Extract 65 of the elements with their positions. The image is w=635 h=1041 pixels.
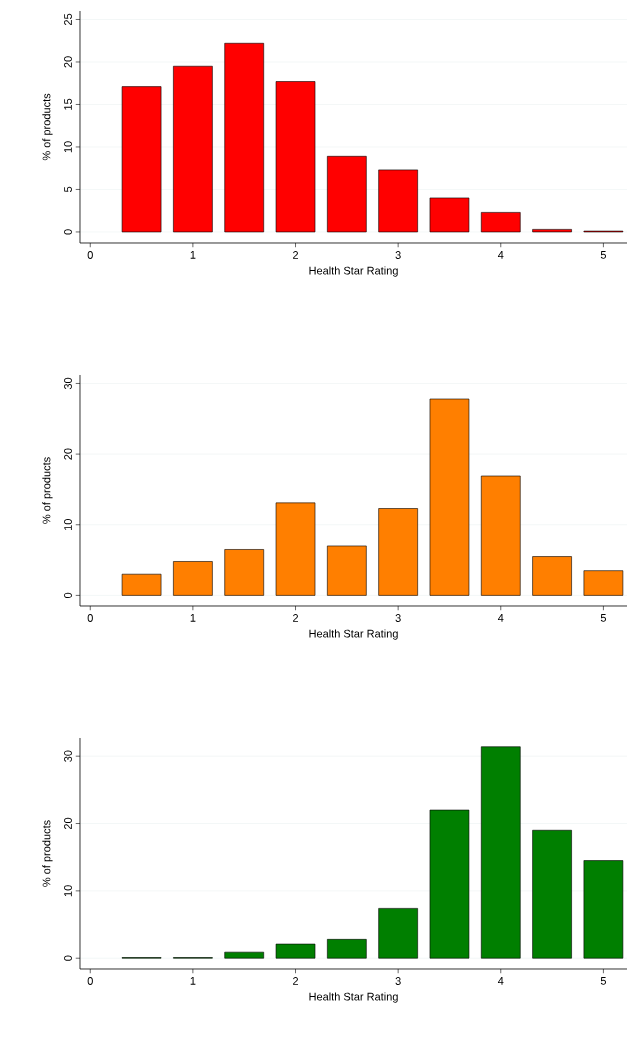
bar xyxy=(480,475,521,596)
x-tick-label: 2 xyxy=(293,614,299,622)
y-tick-label: 10 xyxy=(64,885,72,897)
bar xyxy=(378,908,418,959)
x-tick-label: 5 xyxy=(600,251,606,259)
x-tick-label: 3 xyxy=(395,614,401,622)
x-tick-label: 3 xyxy=(395,251,401,259)
x-tick-label: 1 xyxy=(190,977,196,985)
x-axis-title: Health Star Rating xyxy=(309,992,398,1003)
y-tick-label: 5 xyxy=(64,186,72,193)
bar xyxy=(173,65,213,233)
bar xyxy=(480,212,521,233)
bar xyxy=(583,860,624,959)
x-axis-title: Health Star Rating xyxy=(309,266,398,277)
y-tick-label: 30 xyxy=(64,377,72,390)
bar xyxy=(121,573,162,596)
x-tick-label: 4 xyxy=(497,977,504,985)
bar xyxy=(429,398,470,596)
bar xyxy=(224,549,264,596)
y-tick-label: 10 xyxy=(64,519,72,531)
bar xyxy=(378,169,418,233)
bar xyxy=(532,229,572,233)
x-tick-label: 3 xyxy=(395,977,401,985)
y-tick-label: 10 xyxy=(64,141,72,153)
bar xyxy=(480,746,521,959)
x-tick-label: 4 xyxy=(497,251,504,259)
bar xyxy=(429,197,470,233)
bar xyxy=(327,939,367,959)
x-tick-label: 0 xyxy=(87,614,93,622)
bar xyxy=(378,508,418,596)
bar xyxy=(429,809,470,959)
y-tick-label: 25 xyxy=(64,13,72,26)
bar xyxy=(173,561,213,596)
bar xyxy=(121,86,162,233)
y-tick-label: 20 xyxy=(64,56,72,68)
bar xyxy=(327,156,367,233)
bar xyxy=(275,81,316,233)
y-axis-title: % of products xyxy=(42,820,53,887)
x-tick-label: 5 xyxy=(600,614,606,622)
bar xyxy=(224,42,264,233)
x-tick-label: 0 xyxy=(87,977,93,985)
y-tick-label: 0 xyxy=(64,592,72,599)
bar xyxy=(583,570,624,596)
x-tick-label: 1 xyxy=(190,614,196,622)
bar xyxy=(532,829,572,959)
y-axis-title: % of products xyxy=(42,93,53,161)
x-tick-label: 2 xyxy=(293,977,299,985)
y-tick-label: 20 xyxy=(64,448,72,460)
bar xyxy=(327,545,367,596)
x-tick-label: 1 xyxy=(190,251,196,259)
y-tick-label: 30 xyxy=(64,750,72,762)
bar xyxy=(275,943,316,959)
x-axis-title: Health Star Rating xyxy=(309,629,398,640)
y-tick-label: 0 xyxy=(64,955,72,961)
x-tick-label: 4 xyxy=(497,614,504,622)
bar xyxy=(224,951,264,959)
y-tick-label: 15 xyxy=(64,98,72,110)
x-tick-label: 0 xyxy=(87,251,93,259)
x-tick-label: 5 xyxy=(600,977,606,985)
x-tick-label: 2 xyxy=(293,251,299,259)
bar xyxy=(532,556,572,596)
y-tick-label: 0 xyxy=(64,229,72,235)
y-tick-label: 20 xyxy=(64,817,72,830)
y-axis-title: % of products xyxy=(42,457,53,524)
bar xyxy=(275,502,316,596)
